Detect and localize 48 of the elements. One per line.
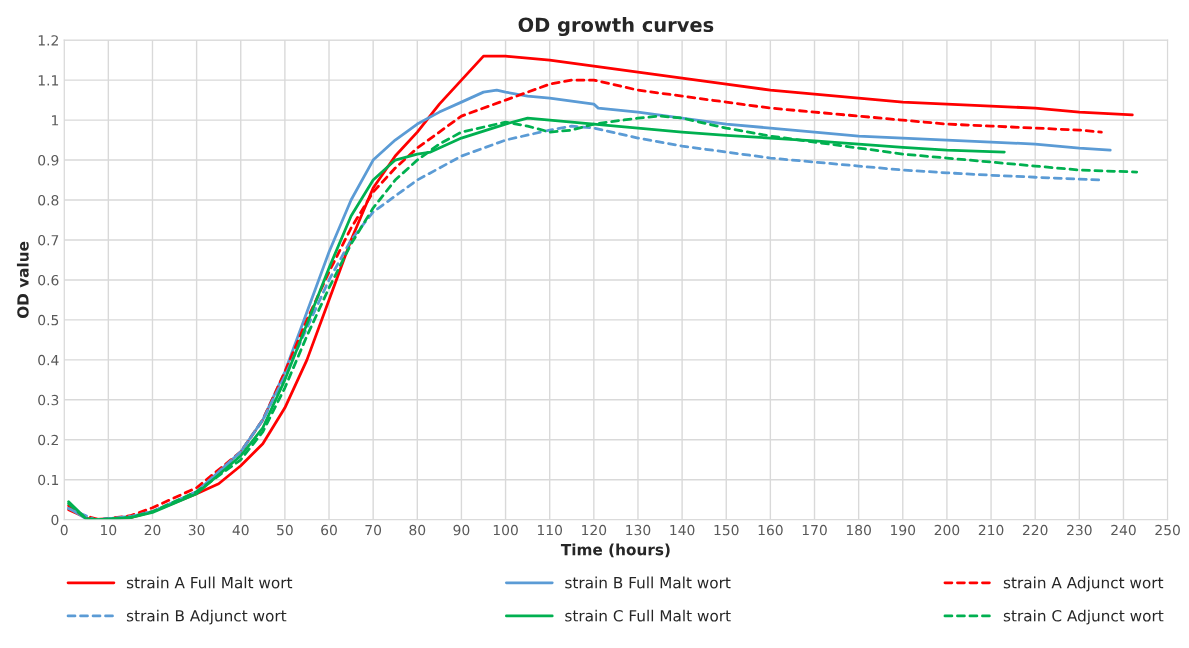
x-tick-label: 70 xyxy=(365,524,382,536)
x-tick-label: 0 xyxy=(60,524,68,536)
x-tick-label: 160 xyxy=(758,524,783,536)
y-tick-label: 0.5 xyxy=(38,314,59,326)
x-tick-label: 110 xyxy=(537,524,563,536)
x-tick-label: 230 xyxy=(1067,524,1092,536)
legend-label: strain C Full Malt wort xyxy=(565,609,731,622)
y-tick-label: 1.1 xyxy=(38,75,59,86)
y-tick-label: 0.6 xyxy=(38,274,59,286)
y-axis-title: OD value xyxy=(16,241,29,319)
x-tick-label: 240 xyxy=(1111,524,1136,536)
y-tick-label: 1 xyxy=(52,115,59,126)
x-tick-label: 170 xyxy=(802,524,827,536)
legend-label: strain B Adjunct wort xyxy=(126,609,287,625)
x-tick-label: 50 xyxy=(277,524,293,536)
x-tick-label: 90 xyxy=(453,524,470,536)
y-tick-label: 0.9 xyxy=(38,155,59,166)
x-tick-label: 190 xyxy=(891,524,916,536)
x-tick-label: 180 xyxy=(846,524,871,536)
x-tick-label: 40 xyxy=(232,524,249,536)
x-tick-label: 20 xyxy=(144,524,161,536)
legend-label: strain B Full Malt wort xyxy=(565,576,731,589)
y-tick-label: 0.1 xyxy=(38,474,59,486)
x-tick-label: 120 xyxy=(582,524,607,536)
y-tick-label: 1.2 xyxy=(38,35,58,46)
x-tick-label: 80 xyxy=(409,524,426,536)
y-tick-label: 0.8 xyxy=(38,194,59,206)
x-tick-label: 210 xyxy=(978,524,1004,536)
x-tick-label: 250 xyxy=(1155,524,1180,536)
y-tick-label: 0.4 xyxy=(38,354,59,366)
x-tick-label: 60 xyxy=(321,524,337,536)
legend-label: strain A Adjunct wort xyxy=(1003,576,1164,592)
x-axis-title: Time (hours) xyxy=(560,543,670,558)
chart-title: OD growth curves xyxy=(518,17,714,37)
y-tick-label: 0.3 xyxy=(38,394,59,406)
x-tick-label: 30 xyxy=(188,524,205,536)
x-tick-label: 150 xyxy=(714,524,739,536)
x-tick-label: 10 xyxy=(101,524,117,536)
x-tick-label: 140 xyxy=(670,524,695,536)
x-tick-label: 220 xyxy=(1022,524,1048,536)
legend-label: strain A Full Malt wort xyxy=(126,576,293,589)
y-tick-label: 0 xyxy=(51,514,59,526)
x-tick-label: 200 xyxy=(934,524,960,536)
x-tick-label: 130 xyxy=(626,524,651,536)
y-tick-label: 0.2 xyxy=(38,434,58,446)
legend-label: strain C Adjunct wort xyxy=(1003,609,1164,625)
x-tick-label: 100 xyxy=(493,524,518,536)
y-tick-label: 0.7 xyxy=(38,234,59,246)
